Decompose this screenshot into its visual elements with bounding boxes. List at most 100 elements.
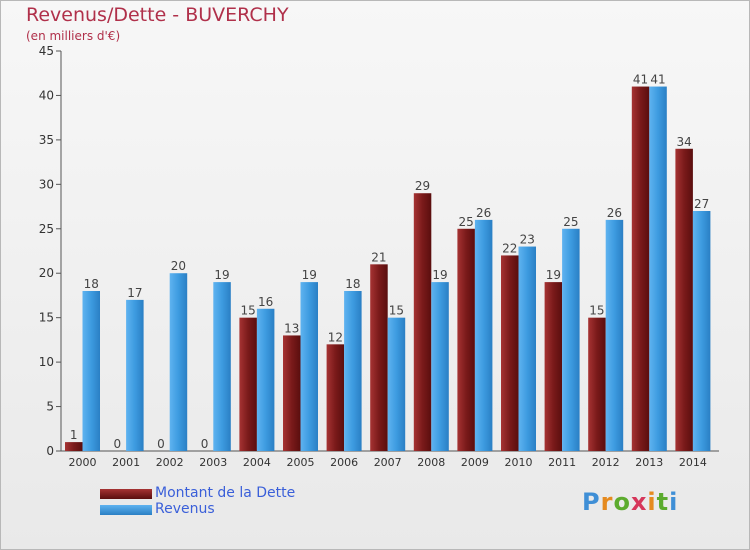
bar-debt <box>501 255 519 451</box>
x-tick-label: 2000 <box>69 456 97 469</box>
chart-title: Revenus/Dette - BUVERCHY <box>26 4 289 26</box>
logo-letter: o <box>613 488 631 516</box>
bar-revenue <box>300 282 318 451</box>
bar-revenue <box>605 219 624 451</box>
bar-debt <box>283 335 301 451</box>
bar-debt <box>588 317 606 451</box>
data-label-debt: 25 <box>459 215 474 229</box>
x-tick-label: 2005 <box>287 456 315 469</box>
x-tick-label: 2002 <box>156 456 184 469</box>
bar-revenue <box>692 211 711 451</box>
bar-debt <box>675 148 693 451</box>
data-label-debt: 29 <box>415 179 430 193</box>
bar-revenue <box>562 228 580 451</box>
legend-swatch-revenue <box>100 505 152 515</box>
data-label-revenue: 17 <box>127 286 142 300</box>
data-label-revenue: 23 <box>520 233 535 247</box>
y-tick-label: 10 <box>39 355 54 369</box>
bar-revenue <box>169 273 188 451</box>
y-tick-label: 35 <box>39 133 54 147</box>
data-label-debt: 0 <box>157 437 165 451</box>
logo-letter: x <box>630 488 648 516</box>
bar-debt <box>413 193 432 451</box>
data-label-revenue: 27 <box>694 197 709 211</box>
y-tick-label: 0 <box>46 444 54 458</box>
chart-subtitle: (en milliers d'€) <box>26 29 121 43</box>
bar-revenue <box>82 291 100 451</box>
x-tick-label: 2006 <box>330 456 358 469</box>
y-tick-label: 25 <box>39 222 54 236</box>
data-label-revenue: 20 <box>171 259 186 273</box>
y-tick-label: 5 <box>46 400 54 414</box>
bar-revenue <box>474 219 493 451</box>
logo-letter: r <box>600 488 614 516</box>
x-tick-label: 2004 <box>243 456 271 469</box>
data-label-revenue: 18 <box>84 277 99 291</box>
data-label-revenue: 16 <box>258 295 273 309</box>
bar-debt <box>631 86 650 452</box>
x-tick-label: 2007 <box>374 456 402 469</box>
y-tick-label: 30 <box>39 177 54 191</box>
data-label-debt: 22 <box>502 241 517 255</box>
x-tick-label: 2010 <box>505 456 533 469</box>
data-label-debt: 1 <box>70 428 78 442</box>
bar-revenue <box>518 246 536 451</box>
data-label-debt: 15 <box>241 304 256 318</box>
data-label-debt: 0 <box>201 437 209 451</box>
labels-layer: 1180170200191516131912182115291925262223… <box>70 73 709 451</box>
legend-swatch-debt <box>100 489 152 499</box>
data-label-debt: 21 <box>371 250 386 264</box>
data-label-debt: 12 <box>328 330 343 344</box>
legend-label-revenue: Revenus <box>155 501 215 517</box>
bar-revenue <box>344 291 362 451</box>
bar-revenue <box>213 282 231 451</box>
proxiti-logo: Proxiti <box>582 488 678 516</box>
logo-letter: P <box>582 488 601 516</box>
data-label-debt: 0 <box>114 437 122 451</box>
data-label-revenue: 18 <box>345 277 360 291</box>
x-tick-label: 2011 <box>548 456 576 469</box>
data-label-revenue: 26 <box>607 206 622 220</box>
data-label-revenue: 15 <box>389 304 404 318</box>
bar-revenue <box>256 308 275 451</box>
y-tick-label: 45 <box>39 44 54 58</box>
bar-debt <box>544 282 563 451</box>
data-label-revenue: 19 <box>302 268 317 282</box>
x-tick-label: 2008 <box>417 456 445 469</box>
legend-label-debt: Montant de la Dette <box>155 485 296 501</box>
bar-debt <box>326 344 345 451</box>
x-tick-label: 2001 <box>112 456 140 469</box>
data-label-debt: 41 <box>633 73 648 87</box>
bar-debt <box>370 264 388 451</box>
data-label-revenue: 19 <box>432 268 447 282</box>
y-tick-label: 40 <box>39 88 54 102</box>
x-tick-label: 2003 <box>199 456 227 469</box>
logo-letter: t <box>656 488 670 516</box>
x-tick-label: 2009 <box>461 456 489 469</box>
y-tick-label: 15 <box>39 311 54 325</box>
logo-letter: i <box>669 488 679 516</box>
data-label-revenue: 41 <box>650 73 665 87</box>
bar-debt <box>239 317 257 451</box>
x-tick-label: 2012 <box>592 456 620 469</box>
data-label-debt: 34 <box>677 135 692 149</box>
bar-revenue <box>387 317 406 451</box>
x-tick-label: 2013 <box>635 456 663 469</box>
bar-debt <box>457 228 475 451</box>
bar-revenue <box>126 299 144 451</box>
data-label-debt: 19 <box>546 268 561 282</box>
bar-debt <box>65 442 83 451</box>
data-label-revenue: 26 <box>476 206 491 220</box>
x-tick-label: 2014 <box>679 456 707 469</box>
data-label-revenue: 19 <box>214 268 229 282</box>
data-label-debt: 15 <box>589 304 604 318</box>
y-tick-label: 20 <box>39 266 54 280</box>
data-label-debt: 13 <box>284 321 299 335</box>
data-label-revenue: 25 <box>563 215 578 229</box>
bar-revenue <box>431 282 449 451</box>
bars-layer <box>65 86 711 452</box>
bar-revenue <box>649 86 667 452</box>
logo-letter: i <box>647 488 657 516</box>
